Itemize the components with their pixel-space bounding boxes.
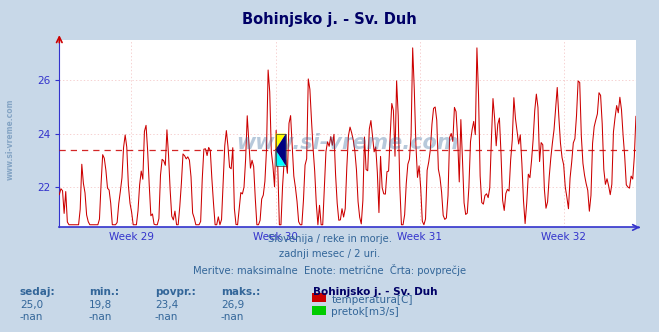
Text: 19,8: 19,8 — [89, 300, 112, 310]
Text: 23,4: 23,4 — [155, 300, 178, 310]
Text: Bohinjsko j. - Sv. Duh: Bohinjsko j. - Sv. Duh — [242, 12, 417, 27]
Polygon shape — [275, 134, 286, 150]
Text: zadnji mesec / 2 uri.: zadnji mesec / 2 uri. — [279, 249, 380, 259]
Bar — [275, 134, 286, 166]
Text: 26,9: 26,9 — [221, 300, 244, 310]
Text: Bohinjsko j. - Sv. Duh: Bohinjsko j. - Sv. Duh — [313, 287, 438, 297]
Text: pretok[m3/s]: pretok[m3/s] — [331, 307, 399, 317]
Text: Slovenija / reke in morje.: Slovenija / reke in morje. — [268, 234, 391, 244]
Text: -nan: -nan — [155, 312, 178, 322]
Text: povpr.:: povpr.: — [155, 287, 196, 297]
Polygon shape — [275, 134, 286, 166]
Text: min.:: min.: — [89, 287, 119, 297]
Text: maks.:: maks.: — [221, 287, 260, 297]
Text: -nan: -nan — [20, 312, 43, 322]
Text: 25,0: 25,0 — [20, 300, 43, 310]
Text: www.si-vreme.com: www.si-vreme.com — [237, 133, 459, 153]
Text: sedaj:: sedaj: — [20, 287, 55, 297]
Text: temperatura[C]: temperatura[C] — [331, 295, 413, 305]
Text: Meritve: maksimalne  Enote: metrične  Črta: povprečje: Meritve: maksimalne Enote: metrične Črta… — [193, 264, 466, 276]
Text: -nan: -nan — [221, 312, 244, 322]
Polygon shape — [275, 150, 286, 166]
Text: www.si-vreme.com: www.si-vreme.com — [5, 99, 14, 180]
Text: -nan: -nan — [89, 312, 112, 322]
